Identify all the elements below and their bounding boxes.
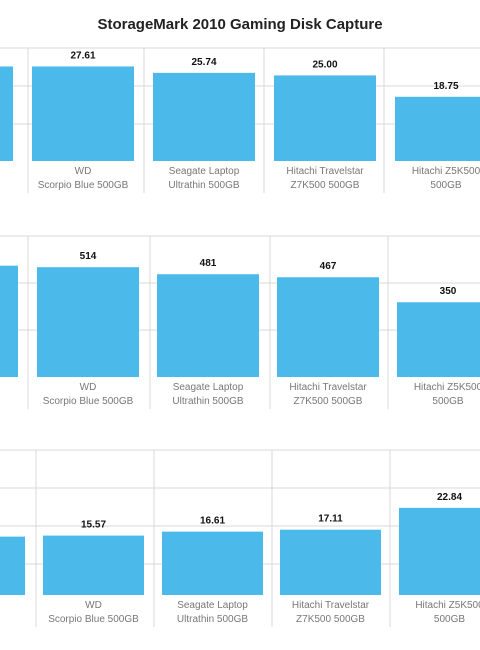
category-label: Z7K500 500GB <box>294 396 363 407</box>
bar <box>395 96 480 161</box>
bar <box>43 535 144 595</box>
bar <box>399 507 480 595</box>
bar <box>397 302 480 377</box>
category-label: Hitachi Travelstar <box>286 166 364 177</box>
data-label: 514 <box>80 251 97 262</box>
category-label: Hitachi Travelstar <box>289 382 367 393</box>
data-label: 16.61 <box>200 516 225 527</box>
chart-title: StorageMark 2010 Gaming Disk Capture <box>97 16 383 33</box>
category-label: 500GB <box>434 614 465 625</box>
category-label: 500GB <box>432 396 463 407</box>
data-label: 25.74 <box>191 57 216 68</box>
data-label: 27.61 <box>70 50 95 61</box>
category-label: Ultrathin 500GB <box>172 396 243 407</box>
bar <box>153 72 255 161</box>
category-label: Z7K500 500GB <box>291 180 360 191</box>
bar-chart-panel-1: 27.61 WD Scorpio Blue 500GB 25.74 Seagate La… <box>0 47 480 193</box>
data-label: 467 <box>320 261 337 272</box>
category-label: Hitachi Z5K500 <box>415 600 480 611</box>
bar <box>37 267 139 377</box>
bar-chart-panel-3: 15.57 WD Scorpio Blue 500GB 16.61 Seagate La… <box>0 449 480 627</box>
bar <box>157 274 259 377</box>
category-label: Hitachi Z5K500 <box>412 166 480 177</box>
category-label: Scorpio Blue 500GB <box>38 180 129 191</box>
category-label: Scorpio Blue 500GB <box>48 614 139 625</box>
data-label: 350 <box>440 286 457 297</box>
bar <box>274 75 376 161</box>
bar <box>162 531 263 595</box>
bar-partial-left <box>0 66 13 161</box>
category-label: Ultrathin 500GB <box>168 180 239 191</box>
category-label: Hitachi Travelstar <box>292 600 370 611</box>
bar-chart-panel-2: 514 WD Scorpio Blue 500GB 481 Seagate Laptop… <box>0 235 480 409</box>
data-label: 22.84 <box>437 492 462 503</box>
category-label: Ultrathin 500GB <box>177 614 248 625</box>
category-label: WD <box>75 166 92 177</box>
category-label: Seagate Laptop <box>173 382 244 393</box>
category-label: WD <box>85 600 102 611</box>
data-label: 481 <box>200 258 217 269</box>
bar <box>277 277 379 377</box>
bar-partial-left <box>0 536 25 595</box>
bar-partial-left <box>0 265 18 377</box>
category-label: 500GB <box>430 180 461 191</box>
bar <box>32 66 134 161</box>
category-label: Scorpio Blue 500GB <box>43 396 134 407</box>
category-label: Seagate Laptop <box>169 166 240 177</box>
data-label: 25.00 <box>312 59 337 70</box>
category-label: Seagate Laptop <box>177 600 248 611</box>
category-label: WD <box>80 382 97 393</box>
category-label: Hitachi Z5K500 <box>414 382 480 393</box>
data-label: 15.57 <box>81 520 106 531</box>
data-label: 18.75 <box>433 81 458 92</box>
data-label: 17.11 <box>318 514 343 525</box>
bar <box>280 529 381 595</box>
category-label: Z7K500 500GB <box>296 614 365 625</box>
